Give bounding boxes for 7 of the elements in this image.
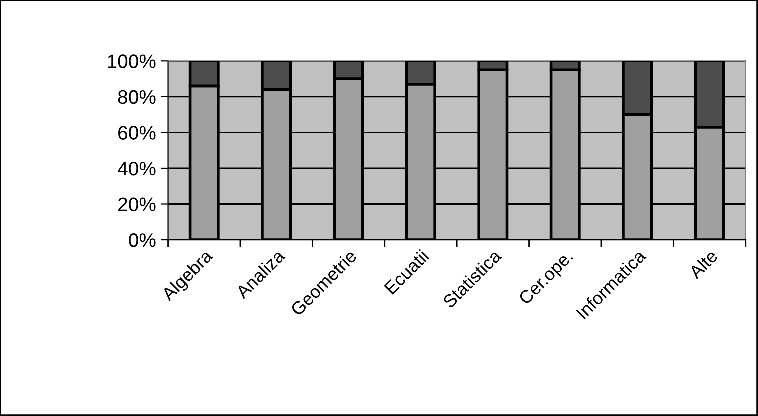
y-tick-label: 100% — [108, 54, 156, 68]
y-tick-label: 60% — [118, 126, 156, 140]
y-tick-label: 20% — [118, 198, 156, 212]
y-tick-label: 0% — [129, 234, 156, 248]
x-tick-label: Alte — [688, 248, 719, 280]
y-tick-label: 40% — [118, 162, 156, 176]
y-tick-label: 80% — [118, 90, 156, 104]
